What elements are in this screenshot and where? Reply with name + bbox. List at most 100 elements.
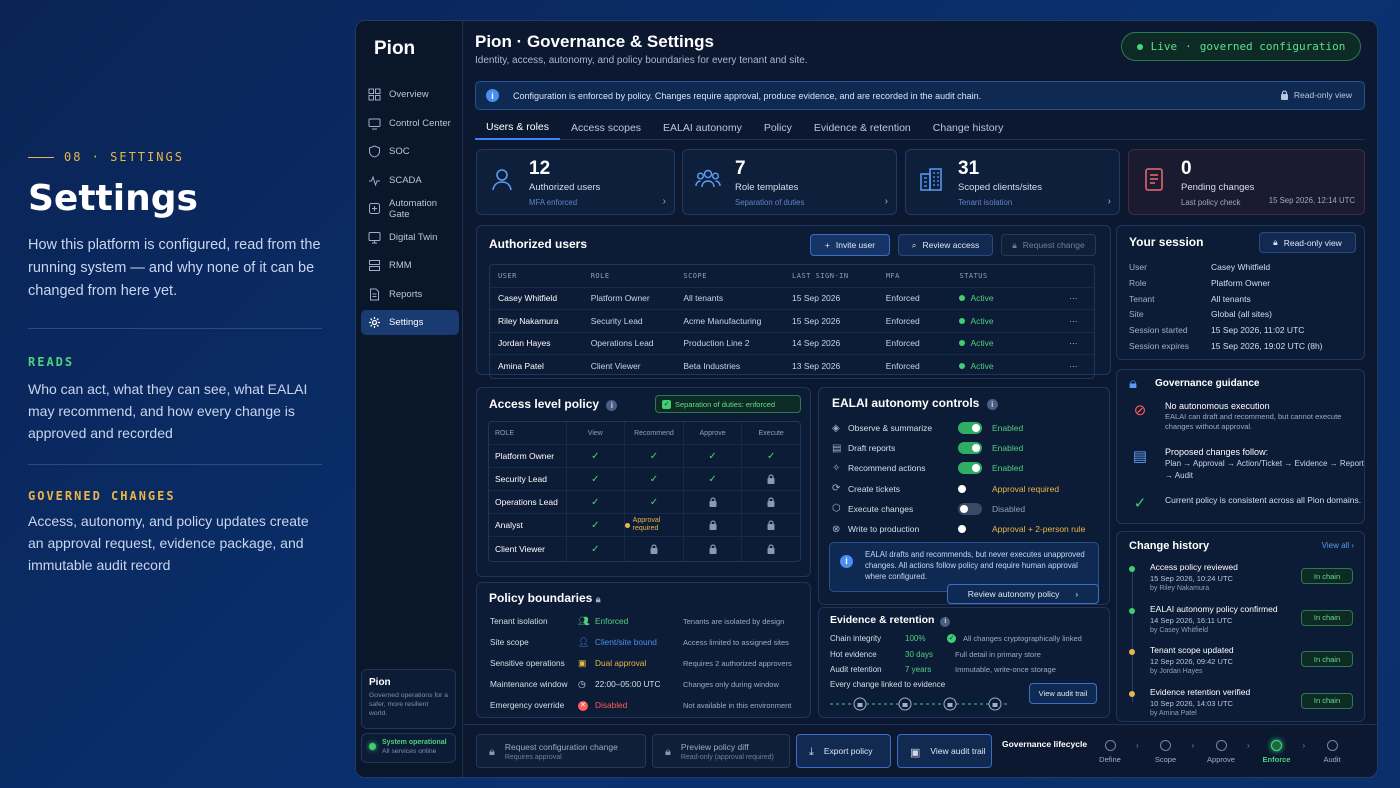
sidebar-item-control-center[interactable]: Control Center <box>361 111 459 136</box>
session-panel: Your session 🔒︎ Read-only view User Casey … <box>1116 225 1365 360</box>
sidebar-item-rmm[interactable]: RMM <box>361 253 459 278</box>
sidebar-item-digital-twin[interactable]: Digital Twin <box>361 225 459 250</box>
search-icon: ⌕ <box>911 239 917 250</box>
table-header: ROLE View Recommend Approve Execute <box>489 422 800 445</box>
sidebar-item-scada[interactable]: SCADA <box>361 168 459 193</box>
lock-icon <box>650 544 658 554</box>
stat-authorized-users[interactable]: 12 Authorized users MFA enforced › <box>476 149 675 215</box>
stat-scoped-sites[interactable]: 31 Scoped clients/sites Tenant isolation › <box>905 149 1120 215</box>
autonomy-toggle[interactable] <box>958 462 982 475</box>
more-menu-icon[interactable]: ··· <box>1069 338 1078 349</box>
status-dot <box>959 295 966 302</box>
in-chain-badge: In chain <box>1301 609 1353 626</box>
clipboard-icon <box>1145 168 1163 191</box>
autonomy-toggle[interactable] <box>958 502 982 515</box>
view-audit-trail-button[interactable]: View audit trail <box>1029 683 1097 704</box>
session-field: Session expires 15 Sep 2026, 19:02 UTC (8… <box>1129 341 1323 351</box>
tab-policy[interactable]: Policy <box>763 121 792 134</box>
lock-icon: 🔒︎ <box>595 594 601 604</box>
status-dot <box>959 340 966 347</box>
lifecycle-stage-approve: Approve <box>1201 740 1241 764</box>
export-policy-button[interactable]: ⤓ Export policy <box>796 734 891 768</box>
readonly-indicator[interactable]: Read-only view <box>1280 90 1352 100</box>
user-icon <box>492 169 512 191</box>
lock-icon <box>1280 90 1288 100</box>
stat-pending-changes[interactable]: 0 Pending changes Last policy check 15 Sep … <box>1128 149 1365 215</box>
tab-access-scopes[interactable]: Access scopes <box>571 121 642 134</box>
table-row[interactable]: Amina Patel Client Viewer Beta Industries 1… <box>490 355 1094 378</box>
block-icon: ⊗ <box>832 523 841 535</box>
tab-users-roles[interactable]: Users & roles <box>475 115 561 140</box>
table-row[interactable]: Casey Whitfield Platform Owner All tenants… <box>490 288 1094 310</box>
sidebar-item-soc[interactable]: SOC <box>361 139 459 164</box>
x-circle-icon: ✕ <box>578 701 588 711</box>
autonomy-toggle[interactable] <box>958 442 982 455</box>
boundary-row: Emergency override ✕ Disabled Not available… <box>490 700 792 711</box>
invite-user-button[interactable]: + Invite user <box>810 234 890 256</box>
screen-icon <box>368 231 381 244</box>
guidance-item: ⊘ No autonomous execution EALAI can draft … <box>1129 401 1364 432</box>
chevron-right-icon: › <box>1302 741 1306 750</box>
lock-icon: 🔒︎ <box>1129 375 1137 392</box>
lock-icon <box>767 497 775 507</box>
boundary-row: Maintenance window ◷ 22:00–05:00 UTC Change… <box>490 678 779 690</box>
tab-evidence-retention[interactable]: Evidence & retention <box>813 121 911 134</box>
review-autonomy-button[interactable]: Review autonomy policy › <box>947 584 1099 604</box>
status-dot <box>959 317 966 324</box>
tab-ealai-autonomy[interactable]: EALAI autonomy <box>663 121 742 134</box>
sidebar-item-automation-gate[interactable]: Automation Gate <box>361 196 459 221</box>
evidence-row: Hot evidence 30 days Full detail in primar… <box>830 649 1041 659</box>
autonomy-toggle[interactable] <box>958 523 982 535</box>
autonomy-panel: EALAI autonomy controls i ◈ Observe & sum… <box>818 387 1110 605</box>
session-field: Site Global (all sites) <box>1129 309 1272 320</box>
approval-required-badge: Approval required <box>625 517 683 533</box>
table-row: Operations Lead ✓ ✓ <box>489 491 800 514</box>
change-history-panel: Change history View all › Access policy … <box>1116 531 1365 722</box>
check-icon: ✓ <box>591 496 600 508</box>
more-menu-icon[interactable]: ··· <box>1069 361 1078 372</box>
request-change-button[interactable]: 🔒︎ Request change <box>1001 234 1096 256</box>
stat-role-templates[interactable]: 7 Role templates Separation of duties › <box>682 149 897 215</box>
live-dot <box>1136 43 1143 50</box>
panel-title: EALAI autonomy controls i <box>832 396 998 410</box>
evidence-row: Chain integrity 100% ✓ All changes cryptogr… <box>830 634 1082 643</box>
status-dot <box>959 363 966 370</box>
separation-badge: ✓ Separation of duties: enforced <box>655 395 801 413</box>
sidebar-item-overview[interactable]: Overview <box>361 82 459 107</box>
view-all-link[interactable]: View all › <box>1321 541 1354 550</box>
request-config-change-button[interactable]: 🔒︎ Request configuration change Requires a… <box>476 734 646 768</box>
sidebar-item-reports[interactable]: Reports <box>361 282 459 307</box>
bottom-bar: 🔒︎ Request configuration change Requires a… <box>464 724 1377 777</box>
grid-icon <box>368 88 381 101</box>
gate-icon <box>368 202 381 215</box>
readonly-view-button[interactable]: 🔒︎ Read-only view <box>1259 232 1356 253</box>
eye-icon: ◈ <box>832 422 840 434</box>
tab-change-history[interactable]: Change history <box>932 121 1004 134</box>
check-icon: ✓ <box>708 450 717 462</box>
autonomy-row: ◈ Observe & summarize Enabled <box>832 422 1024 434</box>
status-dot <box>369 743 376 750</box>
preview-policy-diff-button[interactable]: 🔒︎ Preview policy diff Read-only (approval… <box>652 734 790 768</box>
sidebar-item-label: Reports <box>389 288 423 300</box>
autonomy-toggle[interactable] <box>958 422 982 434</box>
check-icon: ✓ <box>1133 495 1147 512</box>
more-menu-icon[interactable]: ··· <box>1069 315 1078 326</box>
autonomy-row: ⬡ Execute changes Disabled <box>832 502 1026 515</box>
in-chain-badge: In chain <box>1301 568 1353 584</box>
stage-circle <box>1104 740 1116 751</box>
sidebar-item-settings[interactable]: Settings <box>361 310 459 335</box>
view-audit-trail-bottom-button[interactable]: ▣ View audit trail <box>897 734 992 768</box>
section-tag: 08 · SETTINGS <box>28 150 184 164</box>
review-access-button[interactable]: ⌕ Review access <box>898 234 993 256</box>
more-menu-icon[interactable]: ··· <box>1069 293 1078 304</box>
timeline-dot <box>1129 607 1135 614</box>
chevron-right-icon: › <box>662 196 666 207</box>
reads-label: READS <box>28 355 75 369</box>
users-table: USER ROLE SCOPE LAST SIGN-IN MFA STATUS Casey … <box>489 264 1095 379</box>
table-header: USER ROLE SCOPE LAST SIGN-IN MFA STATUS <box>490 265 1094 288</box>
lock-icon <box>767 544 775 554</box>
autonomy-toggle[interactable] <box>958 483 982 495</box>
table-row[interactable]: Riley Nakamura Security Lead Acme Manufact… <box>490 310 1094 333</box>
chevron-right-icon: › <box>1191 741 1195 750</box>
table-row[interactable]: Jordan Hayes Operations Lead Production Li… <box>490 333 1094 355</box>
